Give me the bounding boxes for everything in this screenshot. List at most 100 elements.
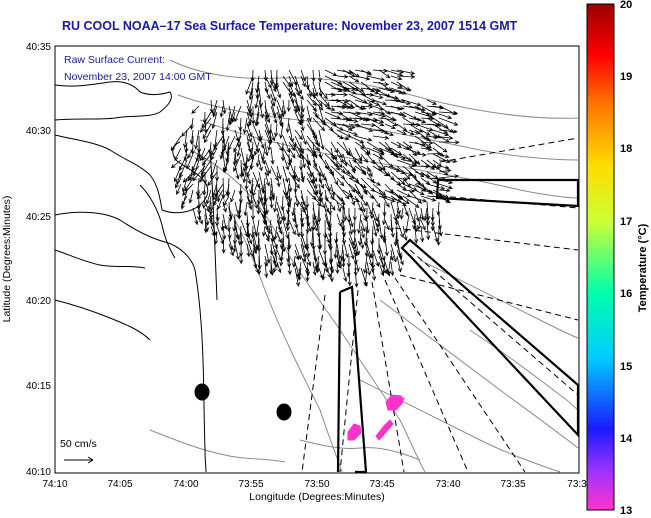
current-vector [420,147,433,152]
current-vector [279,249,284,267]
current-vector [402,99,422,107]
current-vector [294,267,300,287]
current-vector [396,69,416,76]
current-vector [384,117,398,127]
current-vector [390,141,403,148]
sst-pixels [347,394,405,441]
current-vector [187,147,194,159]
current-vector [348,147,356,164]
current-vector [402,195,420,208]
current-vector [311,171,316,185]
current-vector [252,177,260,197]
current-vector [336,213,342,228]
current-vector [282,207,287,222]
current-vector [188,189,194,204]
current-vector [245,75,254,95]
current-vector [420,219,426,231]
current-vector [276,261,282,274]
current-vector [225,183,230,196]
colorbar-tick: 17 [620,216,632,228]
current-vector [382,225,387,241]
current-vector [360,69,373,76]
current-vector [312,147,318,159]
current-vector [336,153,344,164]
current-vector [282,153,290,171]
current-vector [212,183,224,201]
current-vector [254,93,260,109]
current-vector [280,195,285,211]
current-vector [219,105,224,118]
current-vector [438,153,450,159]
current-vector [270,147,275,165]
current-vector [225,117,230,132]
x-tick-label: 73:40 [435,479,460,490]
current-vector [210,147,218,161]
current-vector [232,237,237,253]
current-vector [318,195,326,209]
current-vector [263,69,268,82]
current-vector [212,105,218,118]
current-vector [324,69,338,76]
current-vector [312,219,318,232]
current-vector [369,201,375,220]
current-vector [222,225,227,240]
current-vector [237,195,242,215]
current-vector [244,177,249,191]
current-vector [348,81,365,92]
current-vector [354,165,367,174]
current-vector [300,69,306,82]
current-vector [334,231,339,244]
coastline [54,81,218,473]
current-vector [294,129,303,141]
current-vector [318,177,324,189]
current-vector [192,165,206,182]
current-vector [306,99,318,112]
current-vector [246,123,253,138]
current-vector [318,93,330,107]
current-vector [372,183,386,196]
current-vector [315,261,321,274]
current-vector [258,147,266,165]
current-vector [196,189,206,200]
current-vector [360,183,368,196]
current-vector [438,174,460,179]
current-vector [402,141,413,149]
current-vector [341,249,346,264]
current-vector [342,201,348,222]
x-tick-label: 74:10 [42,479,67,490]
current-vector [239,231,244,246]
current-vector [192,207,199,226]
current-vector [372,99,387,106]
current-vector [324,231,331,244]
current-vector [312,195,322,207]
current-vector [187,165,200,182]
current-vector [269,195,274,209]
y-axis-label: Latitude (Degrees:Minutes) [1,196,13,323]
current-vector [360,219,366,233]
current-vector [372,207,379,222]
current-vector [234,243,240,261]
current-vector [336,99,348,106]
bathymetry-contours [149,59,579,473]
current-vector [414,111,434,119]
current-vector [408,123,424,133]
current-vector [297,267,302,281]
current-vector [246,243,251,258]
current-vector [282,165,289,183]
current-vector [333,237,338,259]
current-vector [300,75,306,88]
current-vector [246,105,252,118]
current-vector [204,219,209,233]
colorbar-tick: 15 [620,361,632,373]
x-axis: 74:10 74:05 74:00 73:55 73:50 73:45 73:4… [42,479,587,503]
current-vector [348,219,354,236]
x-axis-label: Longitude (Degrees:Minutes) [249,491,384,503]
surface-current-vectors [170,68,460,288]
current-vector [378,195,396,203]
current-vector [287,195,292,208]
current-vector [396,195,410,204]
current-vector [384,183,394,194]
current-vector [348,75,360,83]
current-vector [336,201,342,213]
